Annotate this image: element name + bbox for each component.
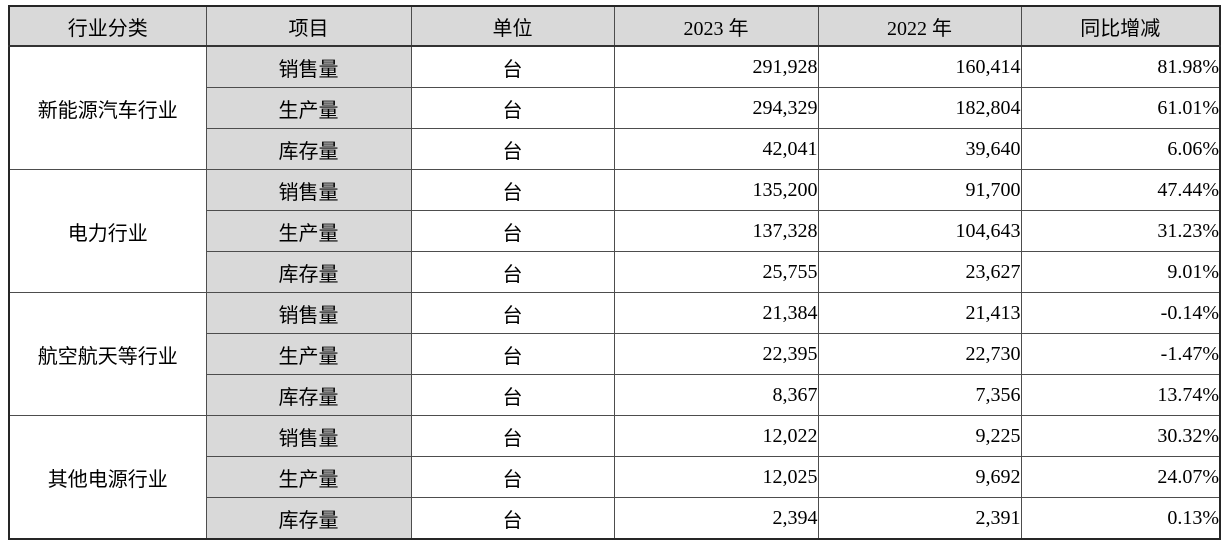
- industry-cell-aerospace: 航空航天等行业: [8, 292, 207, 416]
- value-2022-cell: 23,627: [817, 251, 1022, 293]
- industry-cell-other-power: 其他电源行业: [8, 415, 207, 540]
- table-row: 库存量 台 42,041 39,640 6.06%: [9, 128, 1221, 170]
- table-row: 生产量 台 294,329 182,804 61.01%: [9, 87, 1221, 129]
- value-2023-cell: 135,200: [613, 169, 819, 211]
- unit-cell: 台: [410, 128, 615, 170]
- value-2023-cell: 25,755: [613, 251, 819, 293]
- item-cell: 库存量: [205, 128, 412, 170]
- item-cell: 生产量: [205, 333, 412, 375]
- value-2022-cell: 22,730: [817, 333, 1022, 375]
- item-cell: 销售量: [205, 415, 412, 457]
- value-2022-cell: 160,414: [817, 45, 1022, 88]
- table-row: 生产量 台 22,395 22,730 -1.47%: [9, 333, 1221, 375]
- value-2022-cell: 91,700: [817, 169, 1022, 211]
- value-2023-cell: 294,329: [613, 87, 819, 129]
- unit-cell: 台: [410, 87, 615, 129]
- value-2022-cell: 7,356: [817, 374, 1022, 416]
- table-row: 电力行业 销售量 台 135,200 91,700 47.44%: [8, 169, 1221, 293]
- yoy-cell: 0.13%: [1020, 497, 1221, 540]
- value-2023-cell: 42,041: [613, 128, 819, 170]
- yoy-cell: -0.14%: [1020, 292, 1221, 334]
- item-cell: 生产量: [205, 87, 412, 129]
- header-2022: 2022 年: [817, 5, 1022, 47]
- yoy-cell: 31.23%: [1020, 210, 1221, 252]
- yoy-cell: 81.98%: [1020, 45, 1221, 88]
- value-2022-cell: 9,692: [817, 456, 1022, 498]
- industry-cell-power: 电力行业: [8, 169, 207, 293]
- unit-cell: 台: [410, 169, 615, 211]
- item-cell: 销售量: [205, 169, 412, 211]
- unit-cell: 台: [410, 210, 615, 252]
- value-2023-cell: 12,025: [613, 456, 819, 498]
- industry-production-sales-table: 行业分类 项目 单位 2023 年 2022 年 同比增减 新能源汽车行业 销售…: [8, 5, 1221, 540]
- table-row: 库存量 台 8,367 7,356 13.74%: [9, 374, 1221, 416]
- header-unit: 单位: [410, 5, 615, 47]
- value-2023-cell: 8,367: [613, 374, 819, 416]
- unit-cell: 台: [410, 456, 615, 498]
- header-item: 项目: [205, 5, 412, 47]
- item-cell: 库存量: [205, 497, 412, 540]
- yoy-cell: 61.01%: [1020, 87, 1221, 129]
- header-industry: 行业分类: [8, 5, 207, 47]
- unit-cell: 台: [410, 45, 615, 88]
- item-cell: 销售量: [205, 45, 412, 88]
- table-header-row: 行业分类 项目 单位 2023 年 2022 年 同比增减: [8, 5, 1221, 47]
- table-row: 新能源汽车行业 销售量 台 291,928 160,414 81.98%: [8, 45, 1221, 170]
- value-2023-cell: 12,022: [613, 415, 819, 457]
- table-row: 库存量 台 25,755 23,627 9.01%: [9, 251, 1221, 293]
- item-cell: 库存量: [205, 251, 412, 293]
- unit-cell: 台: [410, 415, 615, 457]
- value-2022-cell: 9,225: [817, 415, 1022, 457]
- yoy-cell: 30.32%: [1020, 415, 1221, 457]
- item-cell: 生产量: [205, 210, 412, 252]
- yoy-cell: 9.01%: [1020, 251, 1221, 293]
- unit-cell: 台: [410, 333, 615, 375]
- unit-cell: 台: [410, 292, 615, 334]
- unit-cell: 台: [410, 251, 615, 293]
- table-row: 航空航天等行业 销售量 台 21,384 21,413 -0.14%: [8, 292, 1221, 416]
- value-2022-cell: 39,640: [817, 128, 1022, 170]
- value-2022-cell: 2,391: [817, 497, 1022, 540]
- item-cell: 生产量: [205, 456, 412, 498]
- table-row: 库存量 台 2,394 2,391 0.13%: [9, 497, 1221, 540]
- value-2022-cell: 182,804: [817, 87, 1022, 129]
- yoy-cell: 24.07%: [1020, 456, 1221, 498]
- value-2022-cell: 104,643: [817, 210, 1022, 252]
- item-cell: 销售量: [205, 292, 412, 334]
- item-cell: 库存量: [205, 374, 412, 416]
- yoy-cell: -1.47%: [1020, 333, 1221, 375]
- value-2023-cell: 21,384: [613, 292, 819, 334]
- industry-cell-nev: 新能源汽车行业: [8, 45, 207, 170]
- value-2022-cell: 21,413: [817, 292, 1022, 334]
- header-yoy: 同比增减: [1020, 5, 1221, 47]
- table-row: 其他电源行业 销售量 台 12,022 9,225 30.32%: [8, 415, 1221, 540]
- value-2023-cell: 2,394: [613, 497, 819, 540]
- table-row: 生产量 台 12,025 9,692 24.07%: [9, 456, 1221, 498]
- unit-cell: 台: [410, 374, 615, 416]
- value-2023-cell: 22,395: [613, 333, 819, 375]
- header-2023: 2023 年: [613, 5, 819, 47]
- value-2023-cell: 137,328: [613, 210, 819, 252]
- unit-cell: 台: [410, 497, 615, 540]
- yoy-cell: 47.44%: [1020, 169, 1221, 211]
- value-2023-cell: 291,928: [613, 45, 819, 88]
- yoy-cell: 6.06%: [1020, 128, 1221, 170]
- yoy-cell: 13.74%: [1020, 374, 1221, 416]
- table-row: 生产量 台 137,328 104,643 31.23%: [9, 210, 1221, 252]
